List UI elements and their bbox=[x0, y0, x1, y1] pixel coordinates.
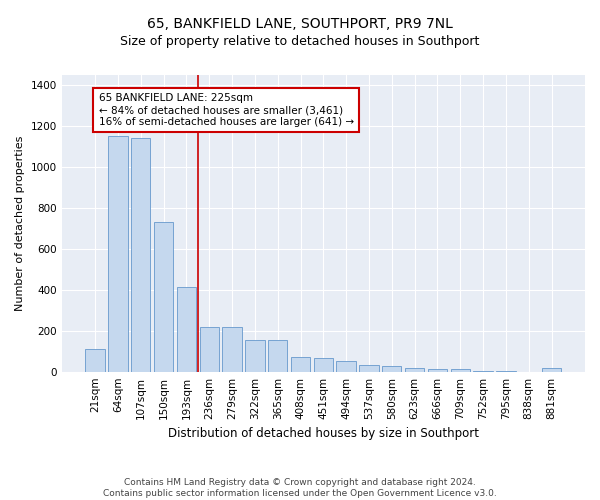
Bar bbox=[154, 222, 173, 372]
Bar bbox=[405, 368, 424, 372]
Bar bbox=[131, 138, 151, 372]
Bar bbox=[314, 358, 333, 372]
Bar bbox=[245, 340, 265, 372]
Y-axis label: Number of detached properties: Number of detached properties bbox=[15, 136, 25, 311]
Bar bbox=[359, 365, 379, 372]
Bar bbox=[337, 362, 356, 372]
Text: 65 BANKFIELD LANE: 225sqm
← 84% of detached houses are smaller (3,461)
16% of se: 65 BANKFIELD LANE: 225sqm ← 84% of detac… bbox=[98, 94, 353, 126]
Bar bbox=[223, 327, 242, 372]
Bar bbox=[108, 136, 128, 372]
Bar bbox=[177, 287, 196, 372]
Bar bbox=[473, 370, 493, 372]
Text: Size of property relative to detached houses in Southport: Size of property relative to detached ho… bbox=[121, 35, 479, 48]
Bar bbox=[85, 349, 105, 372]
Text: 65, BANKFIELD LANE, SOUTHPORT, PR9 7NL: 65, BANKFIELD LANE, SOUTHPORT, PR9 7NL bbox=[147, 18, 453, 32]
X-axis label: Distribution of detached houses by size in Southport: Distribution of detached houses by size … bbox=[168, 427, 479, 440]
Bar bbox=[268, 340, 287, 372]
Bar bbox=[451, 368, 470, 372]
Bar bbox=[291, 357, 310, 372]
Bar bbox=[428, 368, 447, 372]
Bar bbox=[200, 326, 219, 372]
Text: Contains HM Land Registry data © Crown copyright and database right 2024.
Contai: Contains HM Land Registry data © Crown c… bbox=[103, 478, 497, 498]
Bar bbox=[382, 366, 401, 372]
Bar bbox=[496, 370, 515, 372]
Bar bbox=[542, 368, 561, 372]
